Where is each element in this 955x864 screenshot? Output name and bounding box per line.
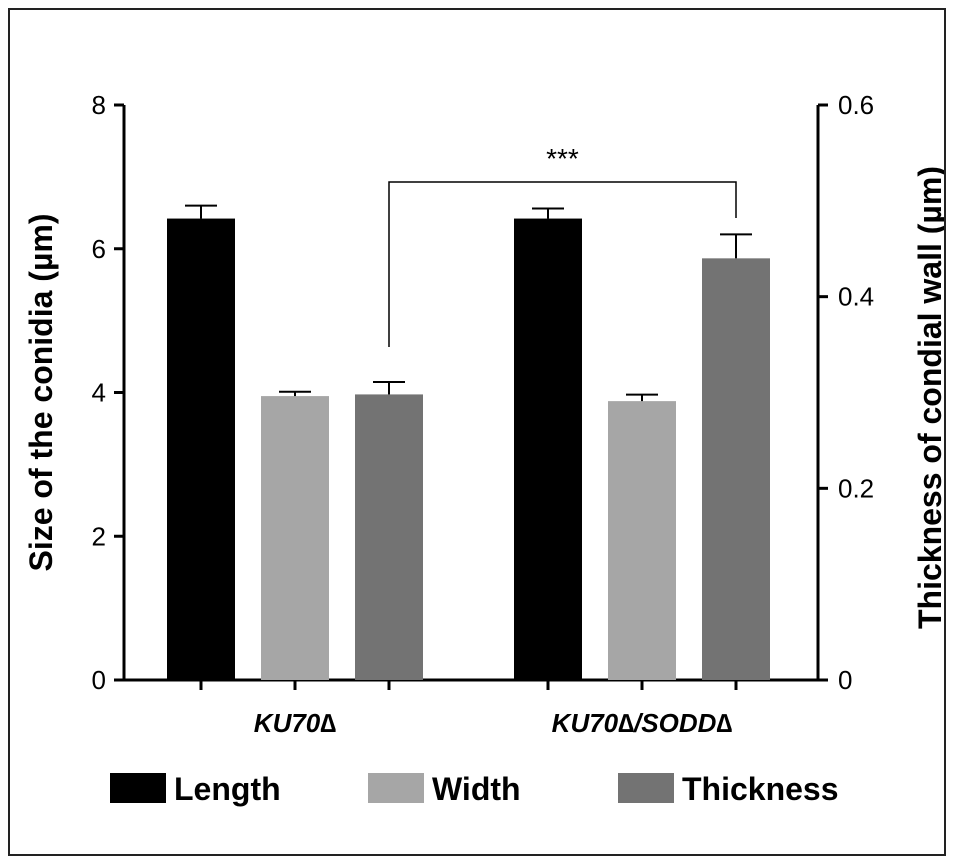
x-category-label: KU70∆ [254, 708, 336, 738]
y-tick-label-right: 0.2 [838, 473, 874, 503]
chart: 0 2 4 6 8 0 0.2 0.4 0.6 Size of the conidia (µm) T… [23, 90, 948, 807]
bar-length [167, 218, 235, 680]
labels: KU70∆ KU70∆/SODD∆ *** [254, 143, 737, 738]
legend-label-width: Width [432, 771, 521, 807]
bar-thickness [702, 258, 770, 680]
bar-length [514, 218, 582, 680]
bar-width [261, 396, 329, 680]
error-bars [185, 204, 752, 402]
legend: Length Width Thickness [110, 771, 839, 807]
legend-swatch-width [368, 773, 424, 803]
bar-thickness [355, 394, 423, 680]
bars [167, 218, 770, 680]
legend-label-thickness: Thickness [682, 771, 839, 807]
x-category-label: KU70∆/SODD∆ [552, 708, 733, 738]
y-tick-label-left: 8 [92, 90, 106, 120]
figure-frame: 0 2 4 6 8 0 0.2 0.4 0.6 Size of the conidia (µm) T… [8, 8, 948, 856]
y-axis-title-right: Thickness of condial wall (µm) [912, 166, 944, 629]
y-tick-label-left: 6 [92, 234, 106, 264]
y-tick-label-left: 4 [92, 378, 106, 408]
y-tick-label-right: 0.6 [838, 90, 874, 120]
significance-label: *** [546, 143, 579, 174]
y-tick-label-right: 0 [838, 665, 852, 695]
bar-width [608, 401, 676, 680]
significance-bracket [388, 181, 737, 347]
y-tick-label-left: 0 [92, 665, 106, 695]
legend-label-length: Length [174, 771, 281, 807]
y-tick-label-right: 0.4 [838, 282, 874, 312]
legend-swatch-thickness [618, 773, 674, 803]
y-axis-title-left: Size of the conidia (µm) [23, 213, 59, 571]
legend-swatch-length [110, 773, 166, 803]
axes: 0 2 4 6 8 0 0.2 0.4 0.6 Size of the conidia (µm) T… [23, 90, 948, 695]
y-tick-label-left: 2 [92, 521, 106, 551]
